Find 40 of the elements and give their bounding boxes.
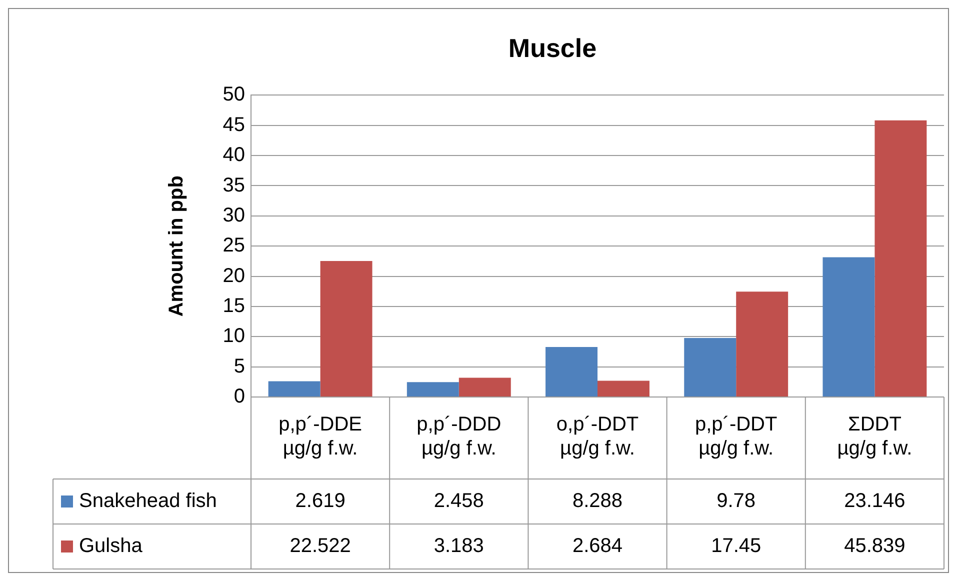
data-label: 22.522 <box>290 535 351 558</box>
data-label: 23.146 <box>844 490 906 512</box>
y-tick-label: 40 <box>222 144 245 166</box>
y-tick-label: 25 <box>222 234 245 257</box>
y-tick-label: 45 <box>222 114 245 136</box>
x-tick-label: p,p´-DDT µg/g f.w. <box>694 414 778 460</box>
data-label: 8.288 <box>572 490 623 512</box>
y-tick-label: 0 <box>234 386 245 408</box>
x-tick-label: ΣDDT µg/g f.w. <box>837 414 912 460</box>
bar <box>458 378 511 396</box>
data-label: 45.839 <box>844 535 906 558</box>
bar <box>268 381 320 396</box>
data-label: 2.458 <box>434 490 484 512</box>
legend-label: Gulsha <box>79 535 144 558</box>
data-label: 2.684 <box>572 535 623 558</box>
bar <box>406 382 459 396</box>
bar <box>684 338 736 396</box>
y-tick-label: 30 <box>222 204 245 226</box>
y-tick-label: 20 <box>222 264 245 287</box>
chart-title: Muscle <box>508 32 597 63</box>
bar <box>822 257 875 396</box>
bar <box>874 120 927 396</box>
y-tick-label: 50 <box>222 84 245 106</box>
bar <box>598 380 650 396</box>
x-tick-label: p,p´-DDE µg/g f.w. <box>278 414 362 460</box>
y-axis-title: Amount in ppb <box>166 176 188 317</box>
x-tick-label: o,p´-DDT µg/g f.w. <box>556 414 639 460</box>
y-tick-label: 10 <box>222 325 245 348</box>
bar <box>546 346 598 396</box>
y-tick-label: 15 <box>222 294 245 317</box>
y-tick-label: 5 <box>234 355 245 378</box>
data-label: 3.183 <box>434 535 484 558</box>
y-tick-label: 35 <box>222 174 245 196</box>
bar <box>736 292 788 396</box>
data-label: 9.78 <box>716 490 756 512</box>
data-label: 17.45 <box>711 535 762 558</box>
bar <box>320 261 372 396</box>
x-tick-label: p,p´-DDD µg/g f.w. <box>416 414 502 460</box>
data-label: 2.619 <box>295 490 346 512</box>
legend-label: Snakehead fish <box>79 490 217 512</box>
